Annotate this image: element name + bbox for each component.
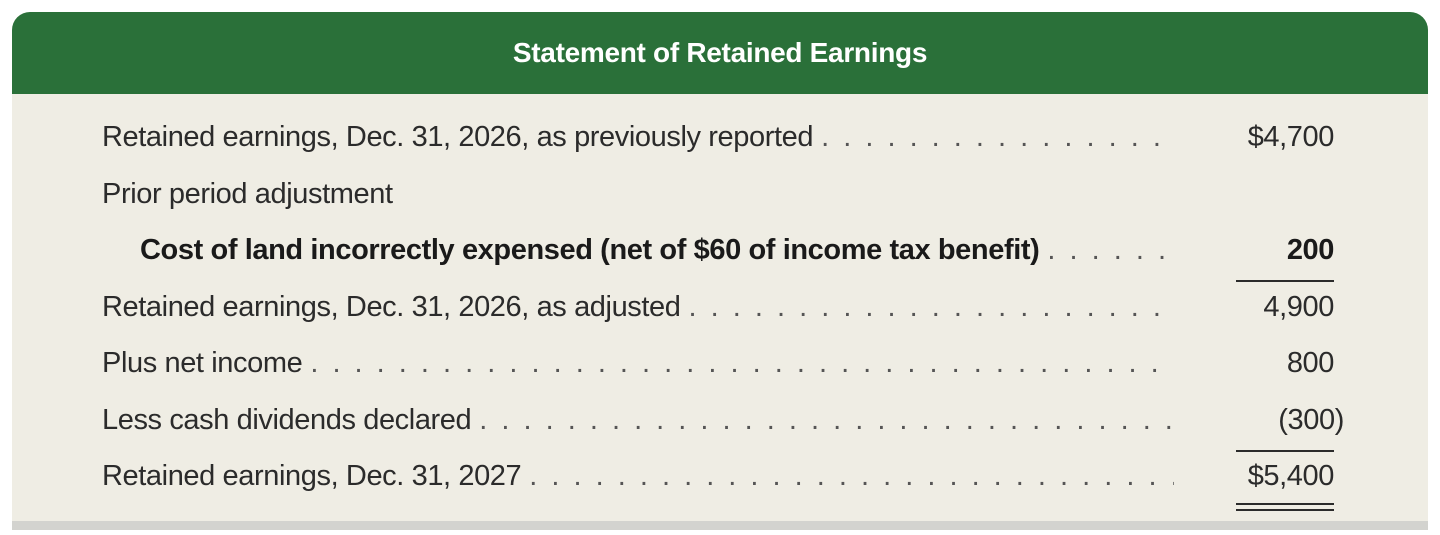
dot-leader: . . . . . . . . . . . . . . . . . . . . …	[1047, 234, 1174, 266]
dot-leader: . . . . . . . . . . . . . . . . . . . . …	[688, 290, 1174, 323]
subtotal-underline	[1236, 280, 1334, 282]
subtotal-underline	[1236, 449, 1334, 452]
row-amount: 4,900	[1263, 290, 1334, 323]
row-cost-of-land-adjustment: Cost of land incorrectly expensed (net o…	[12, 228, 1428, 285]
row-label: Retained earnings, Dec. 31, 2026, as pre…	[102, 121, 814, 153]
row-amount: $5,400	[1247, 460, 1335, 492]
total-double-underline-bottom	[1236, 509, 1334, 511]
row-amount: (300)	[1278, 403, 1344, 436]
row-plus-net-income: Plus net income . . . . . . . . . . . . …	[12, 341, 1428, 398]
row-label: Retained earnings, Dec. 31, 2026, as adj…	[102, 290, 681, 323]
row-label: Less cash dividends declared	[102, 403, 472, 436]
row-amount: $4,700	[1247, 121, 1335, 153]
row-label: Cost of land incorrectly expensed (net o…	[140, 234, 1040, 266]
row-retained-earnings-as-adjusted: Retained earnings, Dec. 31, 2026, as adj…	[12, 285, 1428, 342]
dot-leader: . . . . . . . . . . . . . . . . . . . . …	[821, 121, 1174, 153]
total-double-underline-top	[1236, 503, 1334, 505]
row-label: Prior period adjustment	[102, 177, 393, 210]
row-label: Plus net income	[102, 347, 303, 379]
dot-leader: . . . . . . . . . . . . . . . . . . . . …	[529, 460, 1174, 492]
dot-leader: . . . . . . . . . . . . . . . . . . . . …	[479, 403, 1174, 436]
row-less-cash-dividends: Less cash dividends declared . . . . . .…	[12, 398, 1428, 455]
statement-rows: Retained earnings, Dec. 31, 2026, as pre…	[12, 115, 1428, 511]
row-amount: 200	[1286, 234, 1335, 266]
row-retained-earnings-previously-reported: Retained earnings, Dec. 31, 2026, as pre…	[12, 115, 1428, 172]
dot-leader: . . . . . . . . . . . . . . . . . . . . …	[310, 347, 1174, 379]
statement-title: Statement of Retained Earnings	[12, 12, 1428, 94]
row-retained-earnings-ending: Retained earnings, Dec. 31, 2027 . . . .…	[12, 454, 1428, 511]
statement-card: Statement of Retained Earnings Retained …	[12, 12, 1428, 530]
row-prior-period-adjustment: Prior period adjustment	[12, 172, 1428, 229]
row-amount: 800	[1286, 347, 1335, 379]
row-label: Retained earnings, Dec. 31, 2027	[102, 460, 522, 492]
